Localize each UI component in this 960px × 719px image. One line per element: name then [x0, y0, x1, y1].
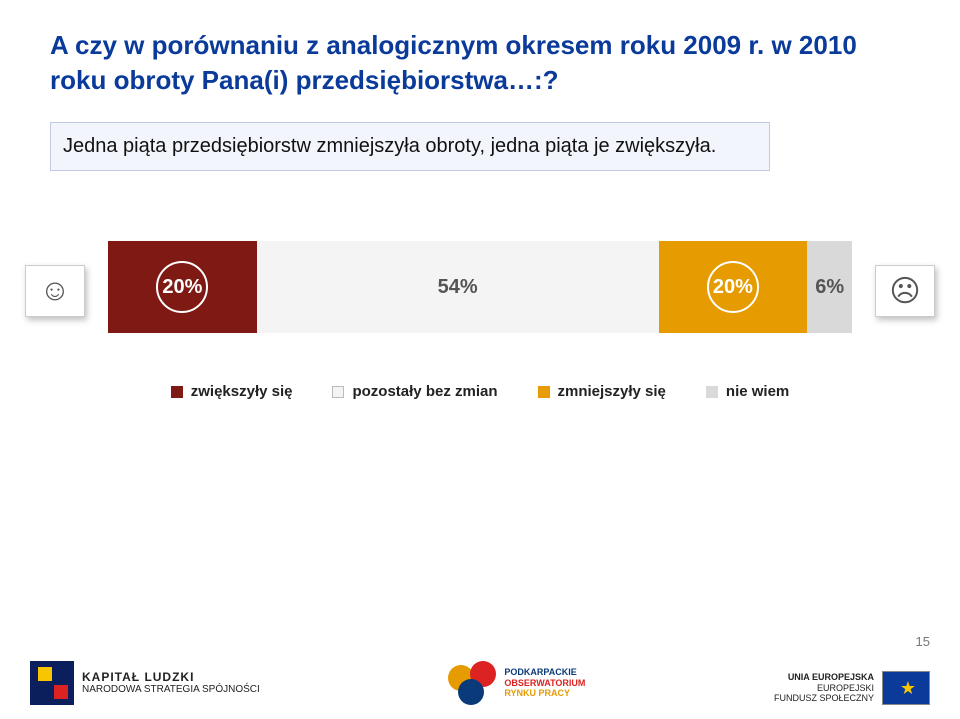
pore-l2: OBSERWATORIUM — [504, 678, 585, 688]
legend-swatch — [538, 386, 550, 398]
legend-item: zwiększyły się — [171, 383, 293, 400]
eu-l1: UNIA EUROPEJSKA — [774, 672, 874, 682]
eu-l2: EUROPEJSKI — [774, 683, 874, 693]
logo-kapital-ludzki: KAPITAŁ LUDZKI NARODOWA STRATEGIA SPÓJNO… — [30, 661, 260, 705]
legend-label: zmniejszyły się — [558, 383, 666, 400]
pore-l3: RYNKU PRACY — [504, 688, 585, 698]
pore-icon — [448, 661, 496, 705]
legend-label: nie wiem — [726, 383, 789, 400]
legend-item: pozostały bez zmian — [332, 383, 497, 400]
logo-eu: UNIA EUROPEJSKA EUROPEJSKI FUNDUSZ SPOŁE… — [774, 671, 930, 705]
pore-l1: PODKARPACKIE — [504, 667, 585, 677]
page-number: 15 — [916, 634, 930, 649]
bar-segment: 54% — [257, 241, 659, 333]
pore-text: PODKARPACKIE OBSERWATORIUM RYNKU PRACY — [504, 667, 585, 698]
bar-segment: 20% — [108, 241, 257, 333]
legend-swatch — [706, 386, 718, 398]
stacked-bar: 20% 54% 20% 6% — [108, 241, 852, 333]
frown-icon: ☹ — [875, 265, 935, 317]
kapital-label-small: NARODOWA STRATEGIA SPÓJNOŚCI — [82, 684, 260, 695]
segment-label: 54% — [438, 276, 478, 299]
eu-flag-icon: ★ — [882, 671, 930, 705]
chart-area: ☺ 20% 54% 20% 6% ☹ — [0, 231, 960, 351]
eu-l3: FUNDUSZ SPOŁECZNY — [774, 693, 874, 703]
legend-swatch — [332, 386, 344, 398]
page-title: A czy w porównaniu z analogicznym okrese… — [50, 28, 910, 98]
footer-logos: KAPITAŁ LUDZKI NARODOWA STRATEGIA SPÓJNO… — [0, 661, 960, 705]
happy-face-decor: ☺ — [10, 211, 100, 371]
legend-label: zwiększyły się — [191, 383, 293, 400]
bar-segment: 20% — [659, 241, 808, 333]
sad-face-decor: ☹ — [860, 211, 950, 371]
logo-pore: PODKARPACKIE OBSERWATORIUM RYNKU PRACY — [448, 661, 585, 705]
smile-icon: ☺ — [25, 265, 85, 317]
eu-text: UNIA EUROPEJSKA EUROPEJSKI FUNDUSZ SPOŁE… — [774, 672, 874, 703]
legend-item: nie wiem — [706, 383, 789, 400]
segment-label: 6% — [815, 276, 844, 299]
kapital-text: KAPITAŁ LUDZKI NARODOWA STRATEGIA SPÓJNO… — [82, 671, 260, 695]
chart-legend: zwiększyły się pozostały bez zmian zmniejs… — [0, 383, 960, 400]
legend-swatch — [171, 386, 183, 398]
segment-label: 20% — [707, 261, 759, 313]
kapital-icon — [30, 661, 74, 705]
kapital-label-big: KAPITAŁ LUDZKI — [82, 671, 260, 684]
legend-item: zmniejszyły się — [538, 383, 666, 400]
summary-callout: Jedna piąta przedsiębiorstw zmniejszyła … — [50, 122, 770, 171]
legend-label: pozostały bez zmian — [352, 383, 497, 400]
segment-label: 20% — [156, 261, 208, 313]
bar-segment: 6% — [807, 241, 852, 333]
